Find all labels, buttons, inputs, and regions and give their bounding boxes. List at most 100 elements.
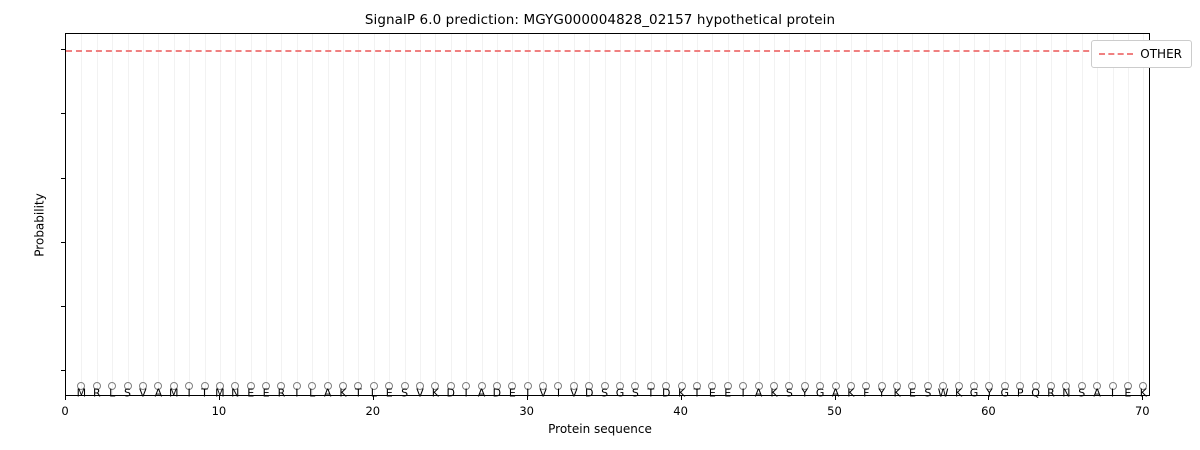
residue-label: E — [1124, 386, 1132, 400]
gridline — [96, 34, 98, 395]
residue-marker — [400, 381, 409, 390]
residue-marker — [646, 381, 655, 390]
residue-marker — [492, 381, 501, 390]
gridline — [419, 34, 421, 395]
residue-marker — [169, 381, 178, 390]
gridline — [835, 34, 837, 395]
residue-marker — [477, 381, 486, 390]
residue-label: R — [1047, 386, 1055, 400]
residue-label: T — [355, 386, 362, 400]
residue-marker — [1139, 381, 1148, 390]
gridline — [112, 34, 114, 395]
residue-marker — [431, 381, 440, 390]
residue-marker — [1108, 381, 1117, 390]
residue-marker — [1000, 381, 1009, 390]
residue-label: D — [446, 386, 455, 400]
gridline — [727, 34, 729, 395]
gridline — [712, 34, 714, 395]
residue-label: D — [585, 386, 594, 400]
residue-marker — [123, 381, 132, 390]
residue-marker — [323, 381, 332, 390]
gridline — [466, 34, 468, 395]
x-axis-label: Protein sequence — [548, 422, 652, 436]
gridline — [250, 34, 252, 395]
y-tick-mark — [61, 241, 65, 243]
gridline — [1035, 34, 1037, 395]
residue-marker — [215, 381, 224, 390]
residue-label: Q — [1031, 386, 1040, 400]
gridline — [358, 34, 360, 395]
gridline — [989, 34, 991, 395]
legend[interactable]: OTHER — [1091, 40, 1192, 68]
x-tick-mark — [680, 396, 682, 400]
gridline — [142, 34, 144, 395]
residue-label: M — [215, 386, 225, 400]
residue-marker — [662, 381, 671, 390]
residue-marker — [877, 381, 886, 390]
gridline — [527, 34, 529, 395]
x-tick-label: 50 — [827, 404, 842, 418]
residue-marker — [585, 381, 594, 390]
residue-label: R — [277, 386, 286, 400]
residue-marker — [677, 381, 686, 390]
residue-label: E — [908, 386, 916, 400]
y-tick-mark — [61, 370, 65, 372]
residue-markers — [66, 34, 1149, 395]
page-title: SignalP 6.0 prediction: MGYG000004828_02… — [364, 12, 836, 28]
residue-label: V — [570, 386, 578, 400]
residue-marker — [1046, 381, 1055, 390]
residue-marker — [908, 381, 917, 390]
residue-marker — [292, 381, 301, 390]
x-tick-label: 40 — [673, 404, 688, 418]
residue-marker — [708, 381, 717, 390]
residue-label: S — [401, 386, 409, 400]
residue-marker — [231, 381, 240, 390]
residue-label: L — [370, 386, 377, 400]
residue-label: Y — [801, 386, 809, 400]
gridline — [897, 34, 899, 395]
gridline — [881, 34, 883, 395]
residue-label: K — [955, 386, 963, 400]
gridline — [666, 34, 668, 395]
residue-label: T — [201, 386, 208, 400]
gridline — [589, 34, 591, 395]
x-tick-label: 10 — [211, 404, 227, 418]
gridline — [1127, 34, 1129, 395]
gridline — [235, 34, 237, 395]
residue-label: I — [464, 386, 468, 400]
residue-label: E — [247, 386, 255, 400]
residue-marker — [723, 381, 732, 390]
residue-label: D — [661, 386, 671, 400]
residue-marker — [739, 381, 748, 390]
residue-label: F — [863, 386, 870, 400]
residue-label: N — [231, 386, 240, 400]
residue-marker — [277, 381, 286, 390]
x-tick-mark — [988, 396, 990, 400]
residue-marker — [1016, 381, 1025, 390]
x-tick-label: 30 — [519, 404, 535, 418]
residue-marker — [138, 381, 147, 390]
y-axis-label: Probability — [32, 193, 47, 257]
gridline — [1097, 34, 1099, 395]
gridline — [404, 34, 406, 395]
residue-marker — [462, 381, 471, 390]
y-tick-mark — [61, 113, 65, 115]
residue-label: A — [154, 386, 163, 400]
residue-marker — [846, 381, 855, 390]
residue-marker — [385, 381, 394, 390]
gridline — [681, 34, 683, 395]
residue-label: D — [492, 386, 502, 400]
gridline — [620, 34, 622, 395]
gridline — [789, 34, 791, 395]
residue-label: T — [693, 386, 701, 400]
residue-label: T — [647, 386, 655, 400]
residue-label: N — [1062, 386, 1071, 400]
residue-marker — [1077, 381, 1086, 390]
residue-marker — [262, 381, 271, 390]
gridline — [974, 34, 975, 395]
residue-label: L — [109, 386, 116, 400]
x-tick-mark — [372, 396, 374, 400]
residue-label: I — [187, 386, 191, 400]
gridline — [1066, 34, 1068, 395]
residue-label: S — [601, 386, 609, 400]
